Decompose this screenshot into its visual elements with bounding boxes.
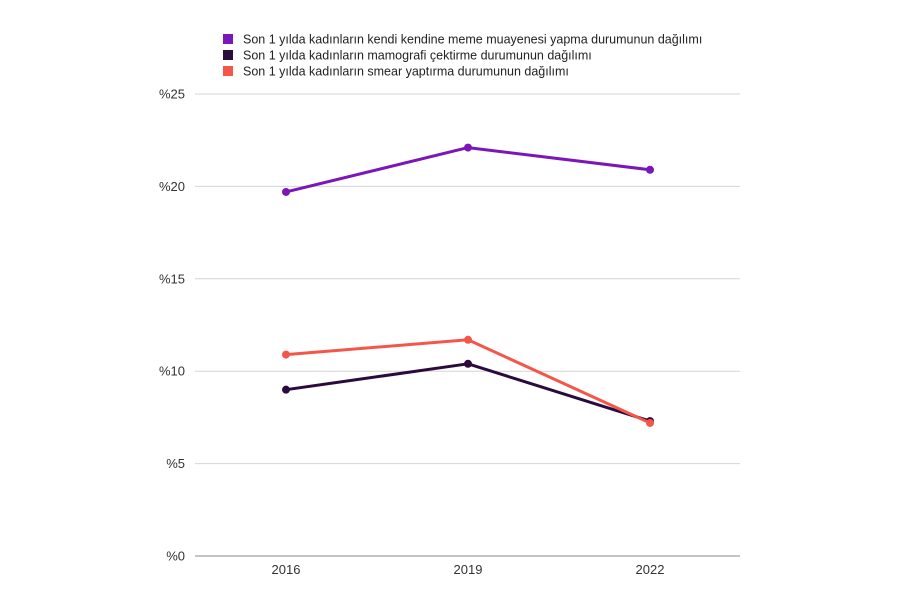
legend-swatch bbox=[223, 66, 233, 76]
y-tick-label: %10 bbox=[159, 364, 185, 379]
y-tick-label: %25 bbox=[159, 87, 185, 102]
series bbox=[282, 143, 654, 196]
legend-swatch bbox=[223, 34, 233, 44]
y-tick-label: %15 bbox=[159, 271, 185, 286]
data-point[interactable] bbox=[646, 418, 654, 427]
x-tick-label: 2016 bbox=[272, 562, 301, 577]
data-point[interactable] bbox=[464, 359, 472, 368]
legend-label: Son 1 yılda kadınların mamografi çektirm… bbox=[243, 49, 592, 63]
legend-swatch bbox=[223, 50, 233, 60]
legend-item[interactable]: Son 1 yılda kadınların smear yaptırma du… bbox=[223, 65, 569, 79]
series bbox=[282, 335, 654, 427]
series-line bbox=[284, 146, 652, 194]
y-tick-label: %5 bbox=[166, 456, 185, 471]
data-point[interactable] bbox=[282, 187, 290, 196]
data-point[interactable] bbox=[282, 385, 290, 394]
data-point[interactable] bbox=[464, 143, 472, 152]
y-tick-label: %20 bbox=[159, 179, 185, 194]
legend-item[interactable]: Son 1 yılda kadınların mamografi çektirm… bbox=[223, 49, 592, 63]
series-group bbox=[282, 143, 654, 427]
y-tick-label: %0 bbox=[166, 549, 185, 564]
data-point[interactable] bbox=[464, 335, 472, 344]
legend-item[interactable]: Son 1 yılda kadınların kendi kendine mem… bbox=[223, 33, 702, 47]
data-point[interactable] bbox=[282, 350, 290, 359]
legend-label: Son 1 yılda kadınların kendi kendine mem… bbox=[243, 33, 702, 47]
axes: %0 %5 %10 %15 %20 %25 2016 2019 2022 bbox=[159, 87, 740, 577]
x-tick-label: 2019 bbox=[454, 562, 483, 577]
legend: Son 1 yılda kadınların kendi kendine mem… bbox=[223, 33, 702, 79]
gridlines bbox=[195, 93, 740, 465]
series-line bbox=[284, 362, 652, 423]
x-tick-label: 2022 bbox=[636, 562, 665, 577]
data-point[interactable] bbox=[646, 165, 654, 174]
legend-label: Son 1 yılda kadınların smear yaptırma du… bbox=[243, 65, 569, 79]
series bbox=[282, 359, 654, 426]
